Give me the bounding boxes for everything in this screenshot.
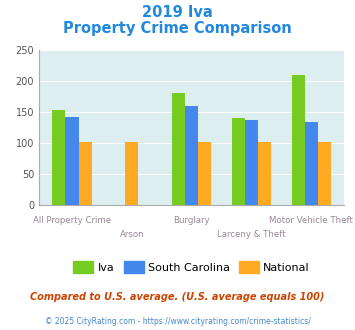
Text: Burglary: Burglary [173, 216, 210, 225]
Bar [258, 142, 271, 205]
Text: Arson: Arson [120, 230, 144, 239]
Bar [232, 118, 245, 205]
Text: Compared to U.S. average. (U.S. average equals 100): Compared to U.S. average. (U.S. average … [30, 292, 325, 302]
Text: © 2025 CityRating.com - https://www.cityrating.com/crime-statistics/: © 2025 CityRating.com - https://www.city… [45, 317, 310, 326]
Text: Larceny & Theft: Larceny & Theft [217, 230, 286, 239]
Bar [125, 142, 138, 205]
Text: 2019 Iva: 2019 Iva [142, 5, 213, 20]
Bar [318, 142, 331, 205]
Bar [172, 93, 185, 205]
Bar [245, 120, 258, 205]
Bar [52, 110, 65, 205]
Text: Property Crime Comparison: Property Crime Comparison [63, 21, 292, 36]
Text: Motor Vehicle Theft: Motor Vehicle Theft [269, 216, 353, 225]
Legend: Iva, South Carolina, National: Iva, South Carolina, National [69, 257, 315, 277]
Bar [198, 142, 212, 205]
Bar [65, 117, 78, 205]
Bar [305, 122, 318, 205]
Bar [78, 142, 92, 205]
Bar [292, 75, 305, 205]
Bar [185, 106, 198, 205]
Text: All Property Crime: All Property Crime [33, 216, 111, 225]
